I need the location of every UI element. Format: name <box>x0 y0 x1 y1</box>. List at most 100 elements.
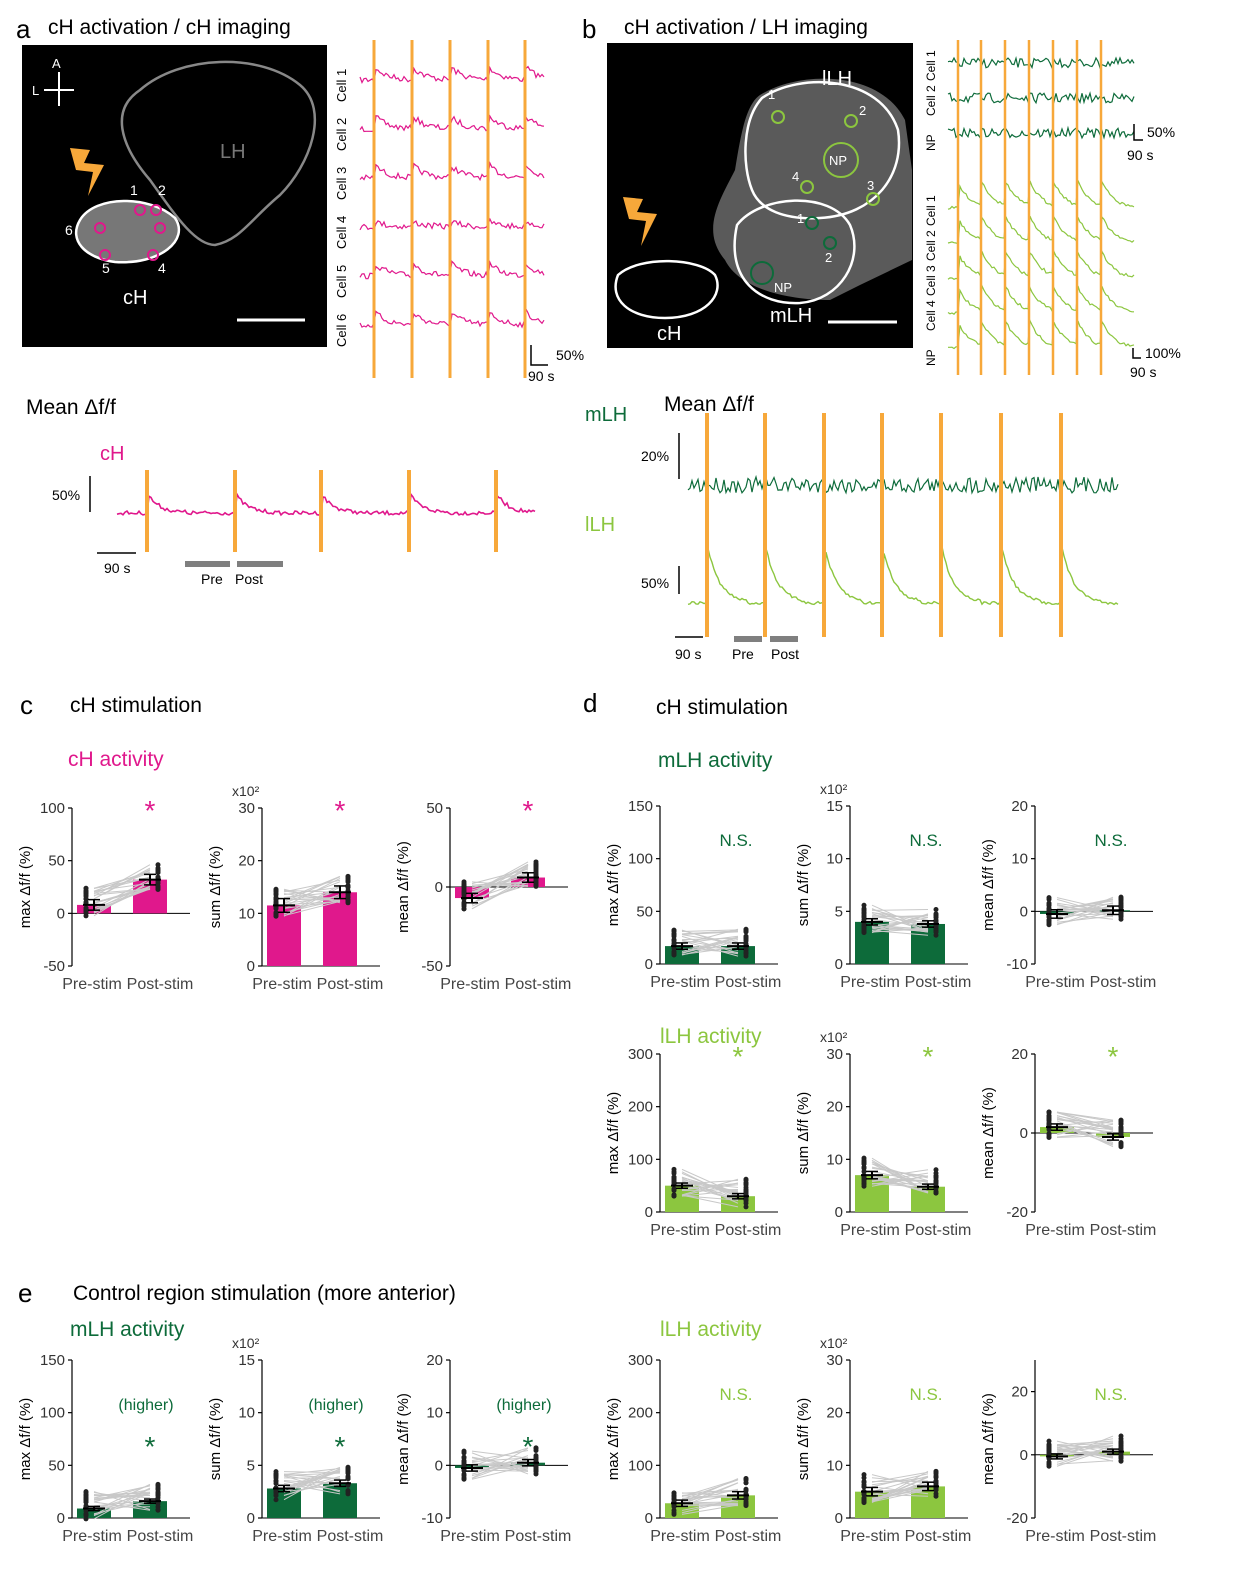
ch-label: cH <box>123 287 147 309</box>
y-tick-label: 300 <box>628 1352 653 1369</box>
paired-line <box>681 1189 739 1197</box>
y-exponent-label: x10² <box>820 781 848 797</box>
data-point <box>933 1178 939 1184</box>
bar-chart-15: -20 0 20 mean Δf/f (%) Pre-stim Post-stim N.S. <box>980 1360 1156 1545</box>
bar-chart-11: 0 5 10 15 sum Δf/f (%) x10² Pre-stim Post-stim *… <box>207 1335 383 1545</box>
paired-line <box>681 1488 739 1503</box>
y-axis-label: mean Δf/f (%) <box>980 839 997 931</box>
data-point <box>273 891 279 897</box>
y-tick-label: 20 <box>826 1099 843 1116</box>
y-tick-label: 0 <box>435 1457 443 1474</box>
data-point <box>933 1474 939 1480</box>
y-exponent-label: x10² <box>232 783 260 799</box>
significance-label: * <box>335 1431 346 1462</box>
paired-line <box>283 879 341 893</box>
data-point <box>155 1490 161 1496</box>
y-tick-label: 0 <box>247 1510 255 1527</box>
significance-label: * <box>1108 1041 1119 1072</box>
data-point <box>533 1468 539 1474</box>
y-tick-label: 20 <box>826 1405 843 1422</box>
significance-label: N.S. <box>719 1385 752 1404</box>
paired-line <box>681 935 739 954</box>
paired-line <box>471 864 529 898</box>
paired-line <box>1056 1120 1114 1148</box>
data-point <box>743 1176 749 1182</box>
data-point <box>83 1492 89 1498</box>
paired-line <box>871 923 929 933</box>
data-point <box>861 914 867 920</box>
y-axis-label: max Δf/f (%) <box>17 1398 34 1481</box>
data-point <box>461 1463 467 1469</box>
y-tick-label: 0 <box>57 1510 65 1527</box>
data-point <box>345 1473 351 1479</box>
data-point <box>273 913 279 919</box>
data-point <box>743 1180 749 1186</box>
data-point <box>1046 1114 1052 1120</box>
data-point <box>461 1455 467 1461</box>
panel-a-title: cH activation / cH imaging <box>48 16 291 39</box>
paired-line <box>681 940 739 956</box>
data-point <box>273 895 279 901</box>
note-label: (higher) <box>308 1397 363 1414</box>
paired-line <box>283 1468 341 1475</box>
b-scalebar-1 <box>1133 124 1143 141</box>
data-point <box>933 1167 939 1173</box>
y-tick-label: 20 <box>1011 1384 1028 1401</box>
paired-line <box>681 1176 739 1194</box>
category-label: Pre-stim <box>650 1528 710 1545</box>
data-point <box>83 913 89 919</box>
paired-line <box>871 1161 929 1187</box>
paired-line <box>471 1456 529 1469</box>
data-point <box>273 1497 279 1503</box>
data-point <box>743 1190 749 1196</box>
b-mlh-trace-3 <box>947 125 1135 140</box>
paired-line <box>471 1457 529 1463</box>
data-point <box>533 1455 539 1461</box>
data-point <box>273 1469 279 1475</box>
category-label: Post-stim <box>127 1528 194 1545</box>
paired-line <box>681 1478 739 1503</box>
category-label: Post-stim <box>715 1222 782 1239</box>
panel-d-title: cH stimulation <box>656 696 788 719</box>
data-point <box>83 1499 89 1505</box>
llh-image-label: lLH <box>822 68 852 90</box>
data-point <box>83 907 89 913</box>
category-label: Post-stim <box>905 1222 972 1239</box>
significance-label: * <box>923 1041 934 1072</box>
data-point <box>861 906 867 912</box>
data-point <box>1118 1140 1124 1146</box>
bar-chart-4: 0 50 100 150 max Δf/f (%) Pre-stim Post-stim N.… <box>605 798 781 991</box>
category-label: Pre-stim <box>840 1528 900 1545</box>
data-point <box>345 874 351 880</box>
b-mlh-trace-label: Cell 2 <box>924 85 938 116</box>
data-point <box>461 901 467 907</box>
y-axis-label: mean Δf/f (%) <box>980 1393 997 1485</box>
y-tick-label: 0 <box>57 905 65 922</box>
lh-outline <box>120 60 317 247</box>
data-point <box>861 928 867 934</box>
data-point <box>1118 896 1124 902</box>
data-point <box>155 1481 161 1487</box>
paired-line <box>1056 1442 1114 1447</box>
category-label: Post-stim <box>715 1528 782 1545</box>
paired-line <box>871 1481 929 1503</box>
data-point <box>933 923 939 929</box>
a-pre-label: Pre <box>201 571 223 587</box>
b-scale-y2: 100% <box>1145 345 1181 361</box>
category-label: Pre-stim <box>650 974 710 991</box>
data-point <box>83 896 89 902</box>
data-point <box>743 1204 749 1210</box>
paired-line <box>93 867 151 900</box>
y-tick-label: -50 <box>421 958 443 975</box>
paired-line <box>871 908 929 932</box>
significance-label: * <box>523 795 534 826</box>
llh-cell-2: 2 <box>859 103 866 118</box>
y-tick-label: 20 <box>1011 798 1028 815</box>
bar-chart-1: -50 0 50 100 max Δf/f (%) Pre-stim Post-stim * <box>17 795 193 993</box>
paired-line <box>283 876 341 903</box>
paired-line <box>93 886 151 904</box>
compass-icon <box>44 72 74 106</box>
panel-e-subtitle-llh: lLH activity <box>660 1318 762 1341</box>
b-llh-trace-label: Cell 1 <box>924 195 938 226</box>
bar-chart-5: 0 5 10 15 sum Δf/f (%) x10² Pre-stim Post-stim N… <box>795 781 971 991</box>
